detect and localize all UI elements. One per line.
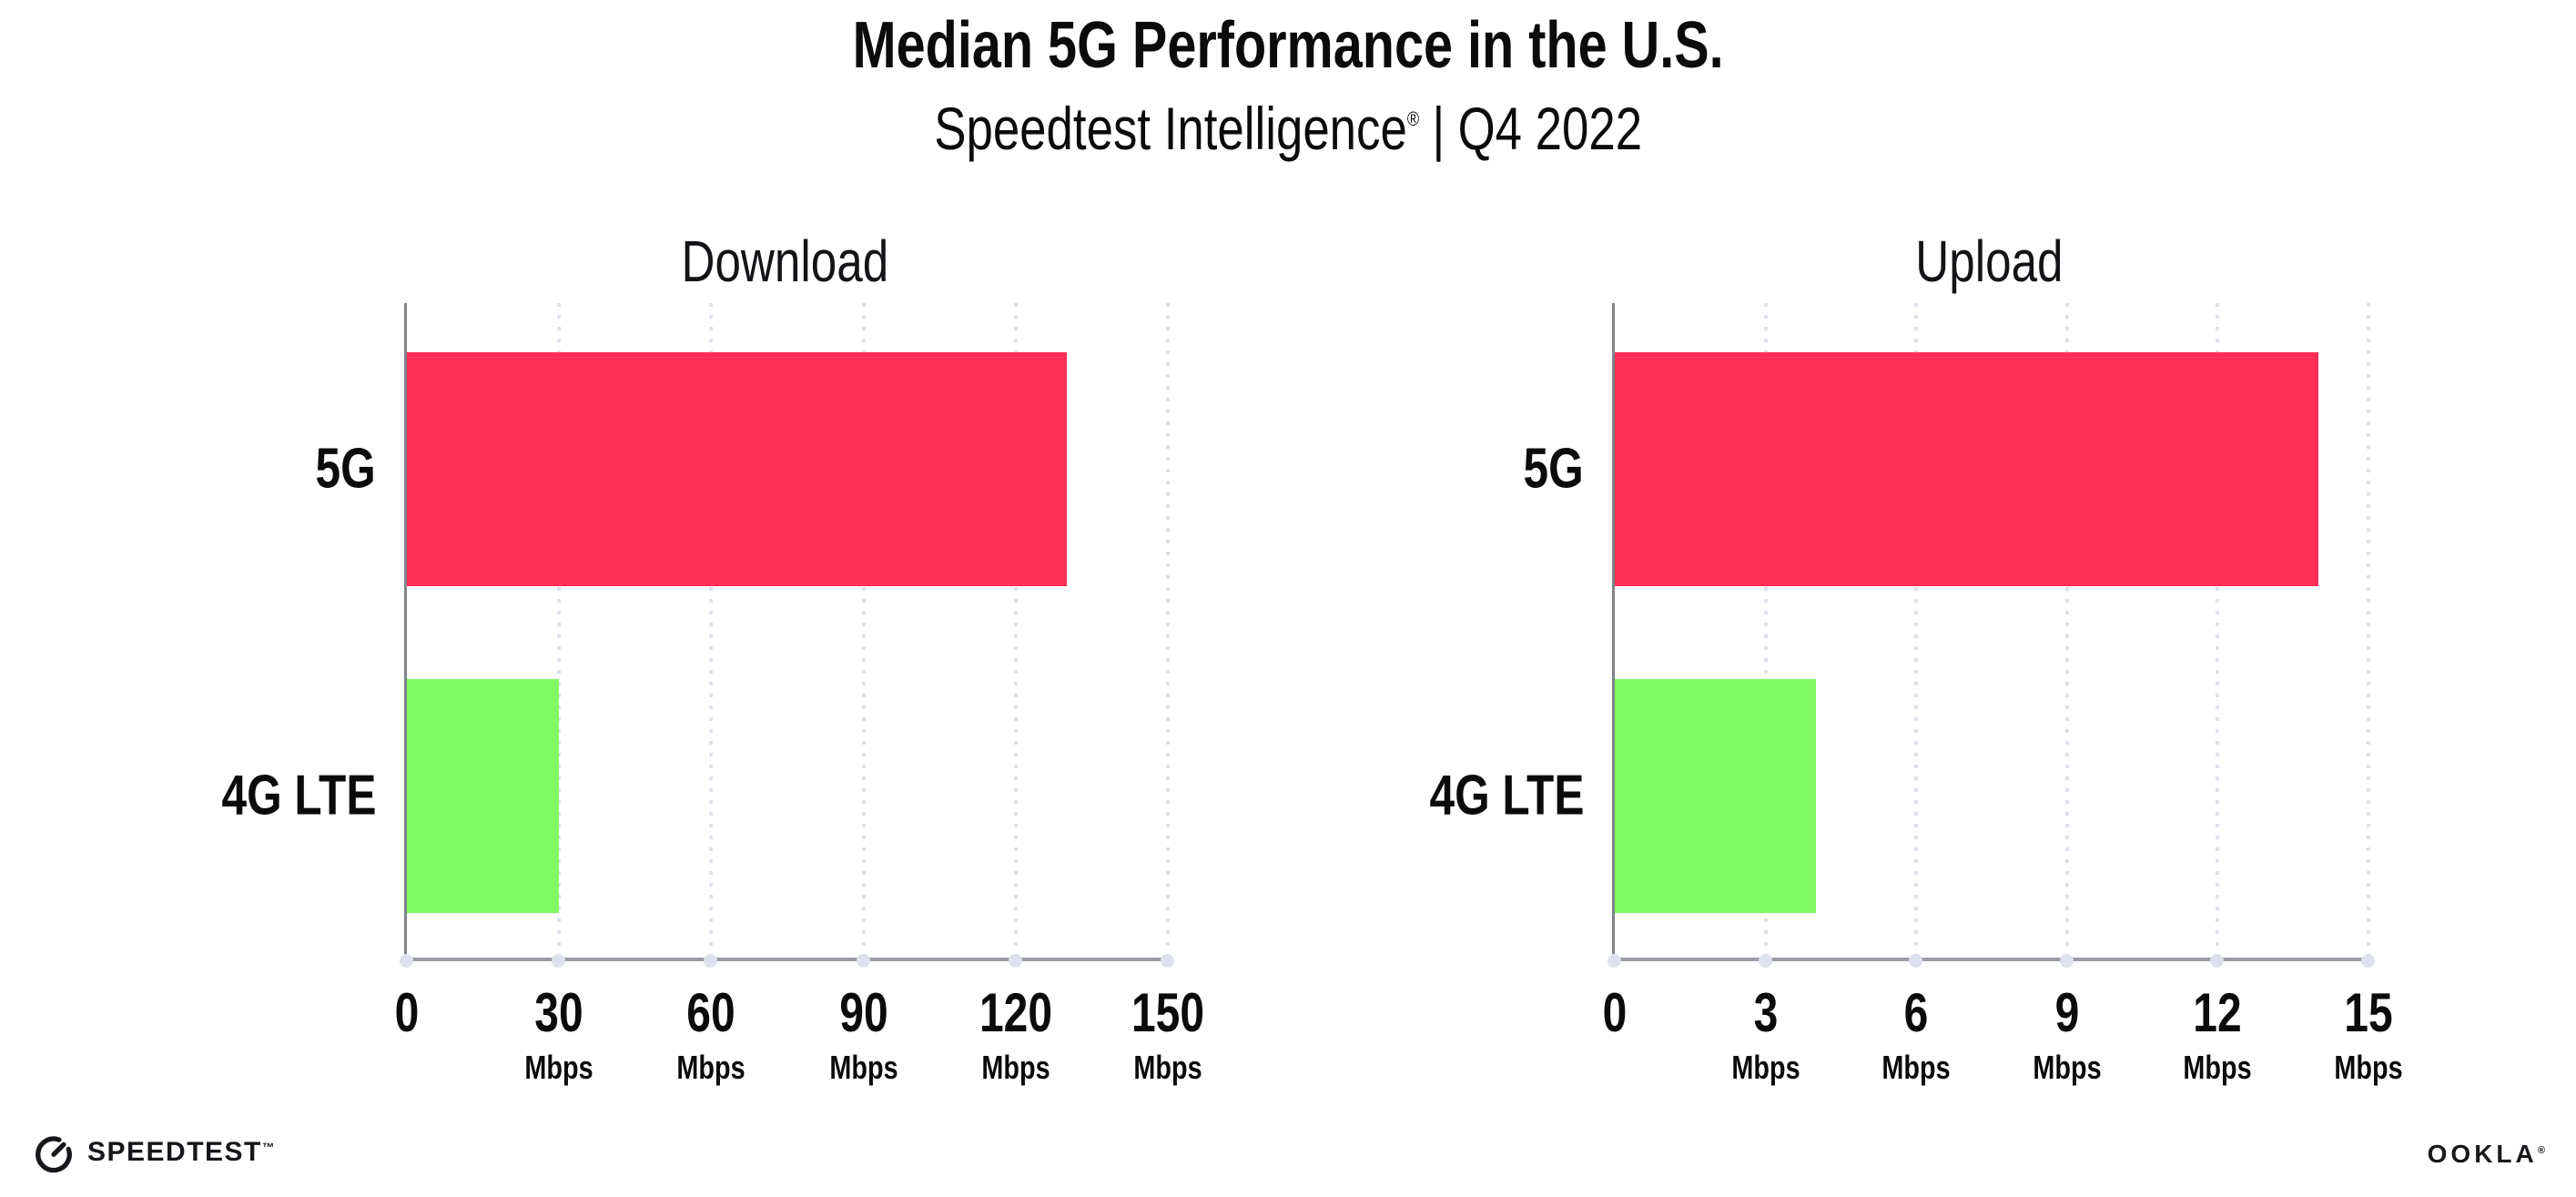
tick-unit: Mbps	[828, 1049, 898, 1086]
bar-5g	[407, 351, 1067, 586]
bar-5g	[1615, 351, 2318, 586]
axis-tick-dot-9	[2059, 954, 2074, 968]
chart-title-upload: Upload	[1914, 228, 2064, 294]
ookla-wordmark: OOKLA®	[2427, 1140, 2545, 1168]
x-tick-30: 30 Mbps	[525, 985, 593, 1087]
axis-tick-dot-0	[400, 954, 413, 968]
x-tick-6: 6 Mbps	[1882, 985, 1951, 1087]
axis-tick-dot-90	[856, 954, 870, 968]
tick-unit: Mbps	[1881, 1049, 1951, 1086]
tick-unit: Mbps	[2334, 1049, 2403, 1086]
gridline-150	[1166, 303, 1170, 958]
axis-tick-dot-0	[1607, 954, 1621, 968]
axis-tick-dot-3	[1758, 954, 1772, 968]
tick-unit: Mbps	[2183, 1049, 2252, 1086]
subtitle-separator: |	[1432, 95, 1445, 162]
x-tick-0: 0	[395, 985, 420, 1041]
tick-value: 3	[1753, 982, 1778, 1043]
gridline-15	[2367, 303, 2370, 958]
page-subtitle-text: Speedtest Intelligence® | Q4 2022	[934, 87, 1642, 184]
x-tick-120: 120 Mbps	[979, 985, 1052, 1087]
tick-value: 0	[1602, 982, 1628, 1043]
tick-unit: Mbps	[1133, 1049, 1202, 1086]
tick-value: 6	[1903, 982, 1929, 1043]
x-tick-12: 12 Mbps	[2184, 985, 2252, 1087]
tick-value: 15	[2344, 982, 2393, 1043]
category-label-5g: 5G	[315, 437, 376, 501]
gridline-90	[861, 303, 866, 958]
speedtest-logo: SPEEDTEST™	[33, 1131, 274, 1173]
axis-tick-dot-15	[2361, 954, 2375, 968]
gridline-3	[1763, 303, 1768, 958]
axis-tick-dot-30	[552, 954, 566, 968]
gridline-120	[1013, 303, 1018, 958]
x-tick-60: 60 Mbps	[677, 985, 745, 1087]
tick-value: 30	[534, 982, 583, 1043]
x-tick-90: 90 Mbps	[829, 985, 898, 1087]
tick-value: 9	[2054, 982, 2080, 1043]
x-tick-0: 0	[1603, 985, 1628, 1041]
tick-value: 90	[838, 982, 888, 1043]
gridline-9	[2064, 303, 2069, 958]
category-label-4g-lte: 4G LTE	[1429, 764, 1584, 827]
tick-value: 60	[686, 982, 736, 1043]
page-title: Median 5G Performance in the U.S.	[0, 5, 2576, 86]
axis-tick-dot-150	[1161, 954, 1174, 968]
tick-value: 12	[2193, 982, 2243, 1043]
x-tick-150: 150 Mbps	[1131, 985, 1204, 1087]
registered-mark: ®	[1406, 107, 1419, 131]
upload-plot-area: 0 3 Mbps 6 Mbps 9 Mbps 12 Mbps 15 Mbps 5G 4G LTE	[1429, 303, 2403, 1086]
tick-value: 150	[1131, 982, 1205, 1043]
tick-value: 120	[979, 982, 1052, 1043]
tick-unit: Mbps	[1730, 1049, 1800, 1086]
axis-tick-dot-6	[1909, 954, 1923, 968]
x-tick-3: 3 Mbps	[1731, 985, 1800, 1087]
chart-title-download: Download	[681, 228, 888, 294]
ookla-registered-mark: ®	[2537, 1145, 2545, 1157]
gridline-12	[2216, 303, 2220, 958]
subtitle-period: Q4 2022	[1457, 95, 1642, 162]
ookla-logo: OOKLA®	[2428, 1140, 2545, 1169]
tick-unit: Mbps	[676, 1049, 745, 1086]
gridline-60	[709, 303, 714, 958]
category-label-5g: 5G	[1523, 437, 1584, 501]
tick-unit: Mbps	[524, 1049, 593, 1086]
gridline-6	[1914, 303, 1919, 958]
axis-tick-dot-120	[1008, 954, 1022, 968]
speedtest-wordmark: SPEEDTEST™	[87, 1137, 275, 1167]
x-tick-9: 9 Mbps	[2033, 985, 2101, 1087]
trademark-mark: ™	[261, 1140, 275, 1154]
subtitle-brand: Speedtest Intelligence	[934, 95, 1407, 162]
download-plot-area: 0 30 Mbps 60 Mbps 90 Mbps 120 Mbps 150 Mbps 5G 4G LT…	[221, 303, 1204, 1086]
bar-4g-lte	[1615, 679, 1816, 914]
tick-unit: Mbps	[981, 1049, 1050, 1086]
tick-value: 0	[394, 982, 420, 1043]
speedtest-gauge-icon	[33, 1131, 75, 1173]
axis-tick-dot-12	[2210, 954, 2225, 968]
tick-unit: Mbps	[2033, 1049, 2102, 1086]
category-label-4g-lte: 4G LTE	[221, 764, 376, 827]
gridline-30	[557, 303, 562, 958]
page-title-text: Median 5G Performance in the U.S.	[852, 9, 1724, 82]
bar-4g-lte	[407, 679, 560, 914]
axis-tick-dot-60	[704, 954, 718, 968]
page-subtitle: Speedtest Intelligence® | Q4 2022	[0, 87, 2576, 184]
x-tick-15: 15 Mbps	[2334, 985, 2402, 1087]
